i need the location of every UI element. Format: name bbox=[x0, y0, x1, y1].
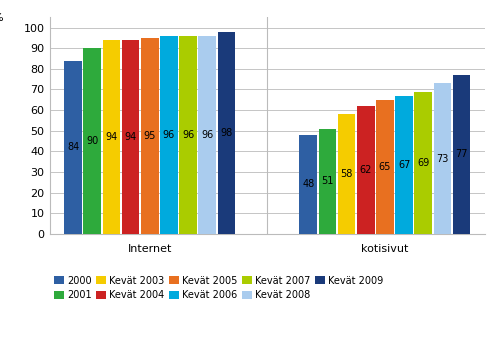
Bar bbox=[414, 92, 432, 234]
Bar bbox=[357, 106, 375, 234]
Text: 96: 96 bbox=[201, 130, 213, 140]
Text: 94: 94 bbox=[124, 132, 137, 142]
Text: 90: 90 bbox=[86, 136, 99, 146]
Text: 51: 51 bbox=[321, 176, 334, 186]
Bar bbox=[338, 114, 355, 234]
Bar bbox=[122, 40, 139, 234]
Bar bbox=[434, 83, 451, 234]
Text: 48: 48 bbox=[302, 179, 314, 190]
Text: 67: 67 bbox=[398, 160, 410, 170]
Bar bbox=[376, 100, 394, 234]
Text: Internet: Internet bbox=[128, 244, 172, 254]
Bar bbox=[453, 75, 470, 234]
Bar bbox=[299, 135, 317, 234]
Legend: 2000, 2001, Kevät 2003, Kevät 2004, Kevät 2005, Kevät 2006, Kevät 2007, Kevät 20: 2000, 2001, Kevät 2003, Kevät 2004, Kevä… bbox=[54, 276, 383, 301]
Bar bbox=[102, 40, 120, 234]
Text: 58: 58 bbox=[341, 169, 353, 179]
Text: %: % bbox=[0, 13, 3, 23]
Bar bbox=[319, 129, 336, 234]
Text: 69: 69 bbox=[417, 158, 429, 168]
Text: 62: 62 bbox=[359, 165, 372, 175]
Bar bbox=[179, 36, 197, 234]
Text: 73: 73 bbox=[436, 153, 448, 164]
Text: kotisivut: kotisivut bbox=[361, 244, 408, 254]
Bar bbox=[217, 32, 235, 234]
Bar bbox=[160, 36, 178, 234]
Text: 94: 94 bbox=[105, 132, 117, 142]
Text: 98: 98 bbox=[220, 128, 233, 138]
Text: 77: 77 bbox=[455, 149, 468, 160]
Text: 95: 95 bbox=[144, 131, 156, 141]
Text: 84: 84 bbox=[67, 142, 79, 152]
Bar bbox=[83, 48, 101, 234]
Bar bbox=[396, 96, 413, 234]
Text: 96: 96 bbox=[163, 130, 175, 140]
Text: 96: 96 bbox=[182, 130, 194, 140]
Bar bbox=[64, 61, 82, 234]
Text: 65: 65 bbox=[379, 162, 391, 172]
Bar bbox=[141, 38, 158, 234]
Bar bbox=[198, 36, 216, 234]
